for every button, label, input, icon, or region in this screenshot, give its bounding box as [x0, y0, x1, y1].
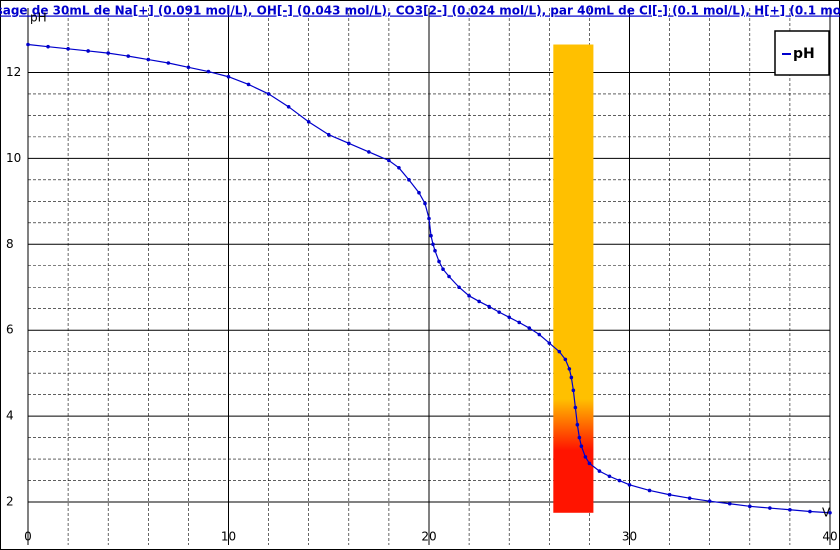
- data-point: [447, 274, 451, 279]
- data-point: [707, 499, 712, 503]
- data-point: [423, 201, 427, 206]
- data-point: [431, 242, 435, 247]
- data-point: [597, 469, 602, 473]
- data-point: [487, 304, 491, 309]
- data-point: [617, 478, 622, 483]
- data-point: [517, 320, 522, 325]
- data-point: [527, 326, 532, 330]
- data-point: [573, 405, 578, 410]
- data-point: [26, 42, 30, 47]
- data-point: [575, 422, 580, 427]
- data-point: [667, 492, 672, 497]
- y-tick-label: 8: [6, 237, 14, 251]
- data-point: [687, 496, 692, 500]
- data-point: [537, 332, 542, 337]
- data-point: [727, 501, 732, 506]
- data-point: [788, 507, 792, 512]
- data-point: [457, 285, 461, 290]
- data-point: [429, 233, 433, 238]
- data-point: [433, 248, 437, 253]
- data-point: [347, 141, 351, 146]
- data-point: [497, 310, 501, 314]
- data-point: [246, 82, 251, 87]
- indicator-zone: [553, 44, 594, 513]
- data-point: [186, 65, 191, 70]
- data-point: [587, 461, 592, 466]
- data-point: [46, 44, 50, 49]
- data-point: [557, 349, 562, 354]
- data-point: [306, 120, 311, 124]
- data-point: [427, 216, 431, 221]
- data-point: [66, 47, 70, 51]
- data-point: [146, 57, 151, 62]
- data-point: [367, 150, 371, 154]
- data-point: [166, 61, 171, 65]
- data-point: [106, 51, 110, 55]
- data-point: [507, 315, 512, 320]
- x-axis-label: V: [822, 506, 831, 520]
- data-point: [437, 259, 441, 264]
- data-point: [577, 435, 582, 440]
- data-point: [226, 74, 231, 79]
- data-point: [547, 341, 552, 345]
- x-tick-label: 0: [24, 530, 32, 544]
- y-tick-label: 2: [6, 495, 14, 509]
- data-point: [808, 509, 812, 514]
- data-point: [569, 375, 574, 380]
- data-point: [477, 299, 481, 304]
- data-point: [579, 444, 584, 448]
- data-point: [647, 488, 652, 493]
- data-point: [206, 69, 211, 74]
- data-point: [748, 504, 752, 509]
- data-point: [583, 455, 588, 459]
- x-tick-label: 10: [221, 530, 236, 544]
- data-point: [768, 506, 772, 510]
- data-point: [467, 294, 471, 298]
- y-tick-label: 10: [6, 151, 21, 165]
- y-axis-label: pH: [30, 11, 47, 25]
- data-point: [627, 483, 632, 487]
- y-tick-label: 4: [6, 409, 14, 423]
- data-point: [607, 474, 612, 479]
- data-point: [286, 105, 291, 109]
- data-point: [441, 267, 445, 271]
- data-point: [86, 49, 90, 53]
- data-point: [567, 367, 572, 371]
- data-point: [126, 54, 131, 58]
- x-tick-label: 40: [822, 530, 837, 544]
- y-tick-label: 12: [6, 65, 21, 79]
- data-point: [387, 158, 391, 163]
- x-tick-label: 30: [622, 530, 637, 544]
- legend-label: pH: [793, 46, 815, 62]
- data-point: [407, 178, 411, 182]
- data-point: [417, 190, 421, 195]
- data-point: [266, 92, 271, 96]
- x-tick-label: 20: [421, 530, 436, 544]
- y-tick-label: 6: [6, 323, 14, 337]
- data-point: [326, 132, 331, 137]
- data-point: [563, 357, 568, 362]
- chart-title: Dosage de 30mL de Na[+] (0.091 mol/L), O…: [0, 4, 840, 18]
- data-point: [571, 388, 576, 393]
- data-point: [397, 166, 401, 170]
- data-point: [828, 510, 832, 515]
